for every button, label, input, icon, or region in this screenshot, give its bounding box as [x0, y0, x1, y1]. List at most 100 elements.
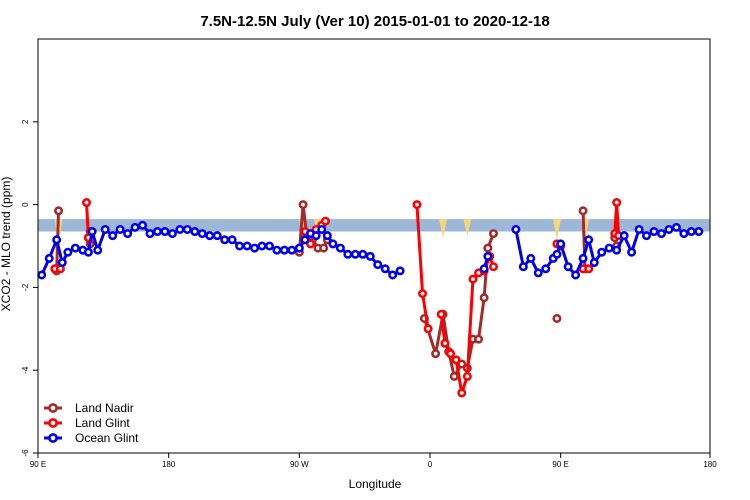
series-1-point-7-1 — [612, 198, 622, 208]
series-2-point-0-10 — [100, 224, 110, 234]
series-2-point-0-27 — [227, 235, 237, 245]
series-2-point-0-4 — [63, 247, 73, 257]
series-2-point-0-36 — [294, 243, 304, 253]
series-2-point-2-18 — [634, 224, 644, 234]
axis-ticks: 90 E 180 90 W 0 90 E 180 -6 -4 -2 0 2 — [21, 119, 717, 469]
series-2-point-0-15 — [138, 220, 148, 230]
series-2-point-0-49 — [380, 264, 390, 274]
series-1-point-3-1 — [418, 289, 428, 299]
series-0-point-4-0 — [552, 313, 562, 323]
series-2-point-0-32 — [264, 241, 274, 251]
x-tick-label-0: 90 E — [30, 460, 46, 469]
series-2-point-2-11 — [584, 235, 594, 245]
series-layer — [37, 198, 704, 398]
series-2-point-2-23 — [671, 222, 681, 232]
series-2-point-2-9 — [571, 270, 581, 280]
series-2-point-2-1 — [518, 262, 528, 272]
legend-marker-0 — [48, 403, 58, 413]
series-1-point-4-2 — [446, 349, 456, 359]
series-2-point-0-22 — [190, 227, 200, 237]
series-2-point-0-46 — [358, 249, 368, 259]
series-1-point-4-0 — [436, 309, 446, 319]
series-2-point-2-7 — [556, 239, 566, 249]
y-tick-label-1: -4 — [21, 366, 30, 374]
series-1-point-4-5 — [462, 371, 472, 381]
series-2-point-2-13 — [597, 247, 607, 257]
band-deviation-4 — [463, 219, 472, 236]
series-2-point-0-34 — [279, 245, 289, 255]
series-2-point-2-16 — [619, 231, 629, 241]
series-2-point-0-28 — [235, 241, 245, 251]
series-2-point-2-6 — [552, 249, 562, 259]
series-2-point-2-2 — [526, 253, 536, 263]
series-1-point-4-6 — [468, 274, 478, 284]
series-1-point-4-4 — [457, 388, 467, 398]
series-2-point-0-1 — [44, 253, 54, 263]
series-0-point-5-0 — [578, 206, 588, 216]
series-2-point-0-2 — [52, 235, 62, 245]
series-0-point-3-10 — [483, 243, 493, 253]
x-axis-label: Longitude — [349, 477, 402, 491]
series-2-point-0-45 — [350, 249, 360, 259]
series-2-point-2-3 — [533, 268, 543, 278]
y-tick-label-2: -2 — [21, 283, 30, 291]
series-1-point-4-10 — [488, 262, 498, 272]
series-2-point-0-17 — [152, 227, 162, 237]
series-2-point-0-0 — [37, 270, 47, 280]
series-2-point-0-43 — [335, 243, 345, 253]
series-2-point-2-12 — [589, 258, 599, 268]
y-tick-label-4: 2 — [21, 119, 30, 124]
series-2-point-2-26 — [694, 227, 704, 237]
series-2-point-2-4 — [541, 264, 551, 274]
series-2-point-0-24 — [205, 231, 215, 241]
series-2 — [37, 220, 704, 280]
series-2-point-0-8 — [87, 227, 97, 237]
series-2-point-0-23 — [197, 229, 207, 239]
series-2-point-0-25 — [212, 231, 222, 241]
series-2-point-2-24 — [679, 229, 689, 239]
series-2-point-0-21 — [182, 224, 192, 234]
series-2-point-2-15 — [612, 245, 622, 255]
series-2-point-0-9 — [93, 245, 103, 255]
x-tick-label-1: 180 — [162, 460, 176, 469]
series-2-point-0-40 — [317, 224, 327, 234]
series-2-point-0-12 — [115, 224, 125, 234]
x-tick-label-3: 0 — [428, 460, 433, 469]
y-tick-label-0: -6 — [21, 449, 30, 457]
series-0-point-0-0 — [54, 206, 64, 216]
series-2-point-2-14 — [604, 243, 614, 253]
series-2-point-0-35 — [287, 245, 297, 255]
series-2-point-0-11 — [108, 231, 118, 241]
series-0-point-3-11 — [488, 229, 498, 239]
series-2-point-0-31 — [257, 241, 267, 251]
series-1-point-3-0 — [412, 200, 422, 210]
series-1-point-4-1 — [440, 338, 450, 348]
series-1-point-2-1 — [306, 239, 316, 249]
series-2-point-0-18 — [160, 227, 170, 237]
series-2-point-0-42 — [328, 239, 338, 249]
series-2-point-0-7 — [83, 247, 93, 257]
series-2-point-0-48 — [373, 260, 383, 270]
series-2-point-0-50 — [388, 270, 398, 280]
y-axis-label: XCO2 - MLO trend (ppm) — [0, 177, 13, 312]
series-2-point-0-19 — [167, 229, 177, 239]
series-2-point-0-37 — [300, 235, 310, 245]
plot-frame — [37, 38, 711, 454]
legend-marker-1 — [48, 418, 58, 428]
series-2-point-0-41 — [322, 231, 332, 241]
band-deviation-5 — [552, 219, 561, 240]
series-0-point-3-8 — [474, 334, 484, 344]
series-1-point-4-3 — [451, 355, 461, 365]
series-2-point-0-51 — [395, 266, 405, 276]
series-2-point-0-29 — [242, 241, 252, 251]
series-2-point-0-44 — [343, 249, 353, 259]
series-2-point-0-20 — [175, 224, 185, 234]
series-2-point-0-26 — [220, 235, 230, 245]
legend-marker-2 — [48, 433, 58, 443]
legend-label-0: Land Nadir — [75, 401, 134, 415]
x-tick-label-4: 90 E — [552, 460, 568, 469]
series-2-point-2-22 — [664, 224, 674, 234]
chart-title: 7.5N-12.5N July (Ver 10) 2015-01-01 to 2… — [200, 13, 549, 30]
